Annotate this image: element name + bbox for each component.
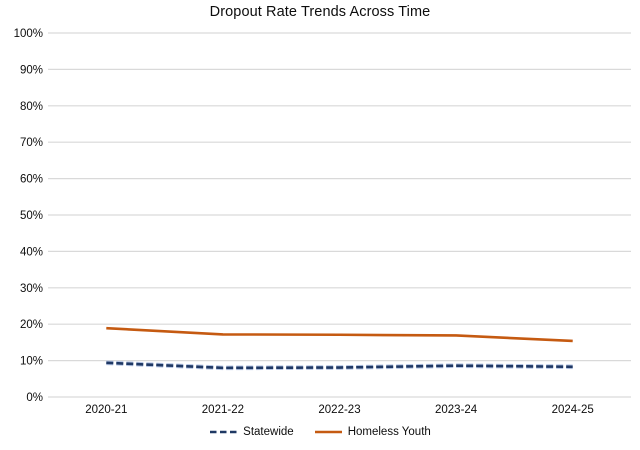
x-tick-label: 2020-21 [85,404,127,416]
y-tick-label: 100% [14,28,43,40]
chart-legend: Statewide Homeless Youth [0,426,640,438]
series-line-statewide [106,361,573,370]
chart-title: Dropout Rate Trends Across Time [209,4,431,20]
y-tick-label: 10% [20,356,43,368]
y-tick-label: 70% [20,137,43,149]
series-line-homeless-youth [106,326,573,343]
legend-marker-statewide [210,430,238,434]
y-tick-label: 60% [20,174,43,186]
x-tick-label: 2022-23 [318,404,360,416]
y-tick-label: 0% [26,392,43,404]
y-tick-label: 90% [20,64,43,76]
x-tick-label: 2023-24 [435,404,478,416]
legend-item-statewide: Statewide [209,426,294,438]
x-tick-label: 2021-22 [202,404,244,416]
legend-label-homeless-youth: Homeless Youth [347,426,431,438]
x-tick-label: 2024-25 [552,404,594,416]
y-tick-label: 80% [20,101,43,113]
y-tick-label: 40% [20,246,43,258]
legend-item-homeless-youth: Homeless Youth [314,426,431,438]
legend-label-statewide: Statewide [243,426,294,438]
y-tick-label: 50% [20,210,43,222]
y-tick-label: 20% [20,319,43,331]
legend-marker-homeless-youth [314,430,342,434]
y-tick-label: 30% [20,283,43,295]
